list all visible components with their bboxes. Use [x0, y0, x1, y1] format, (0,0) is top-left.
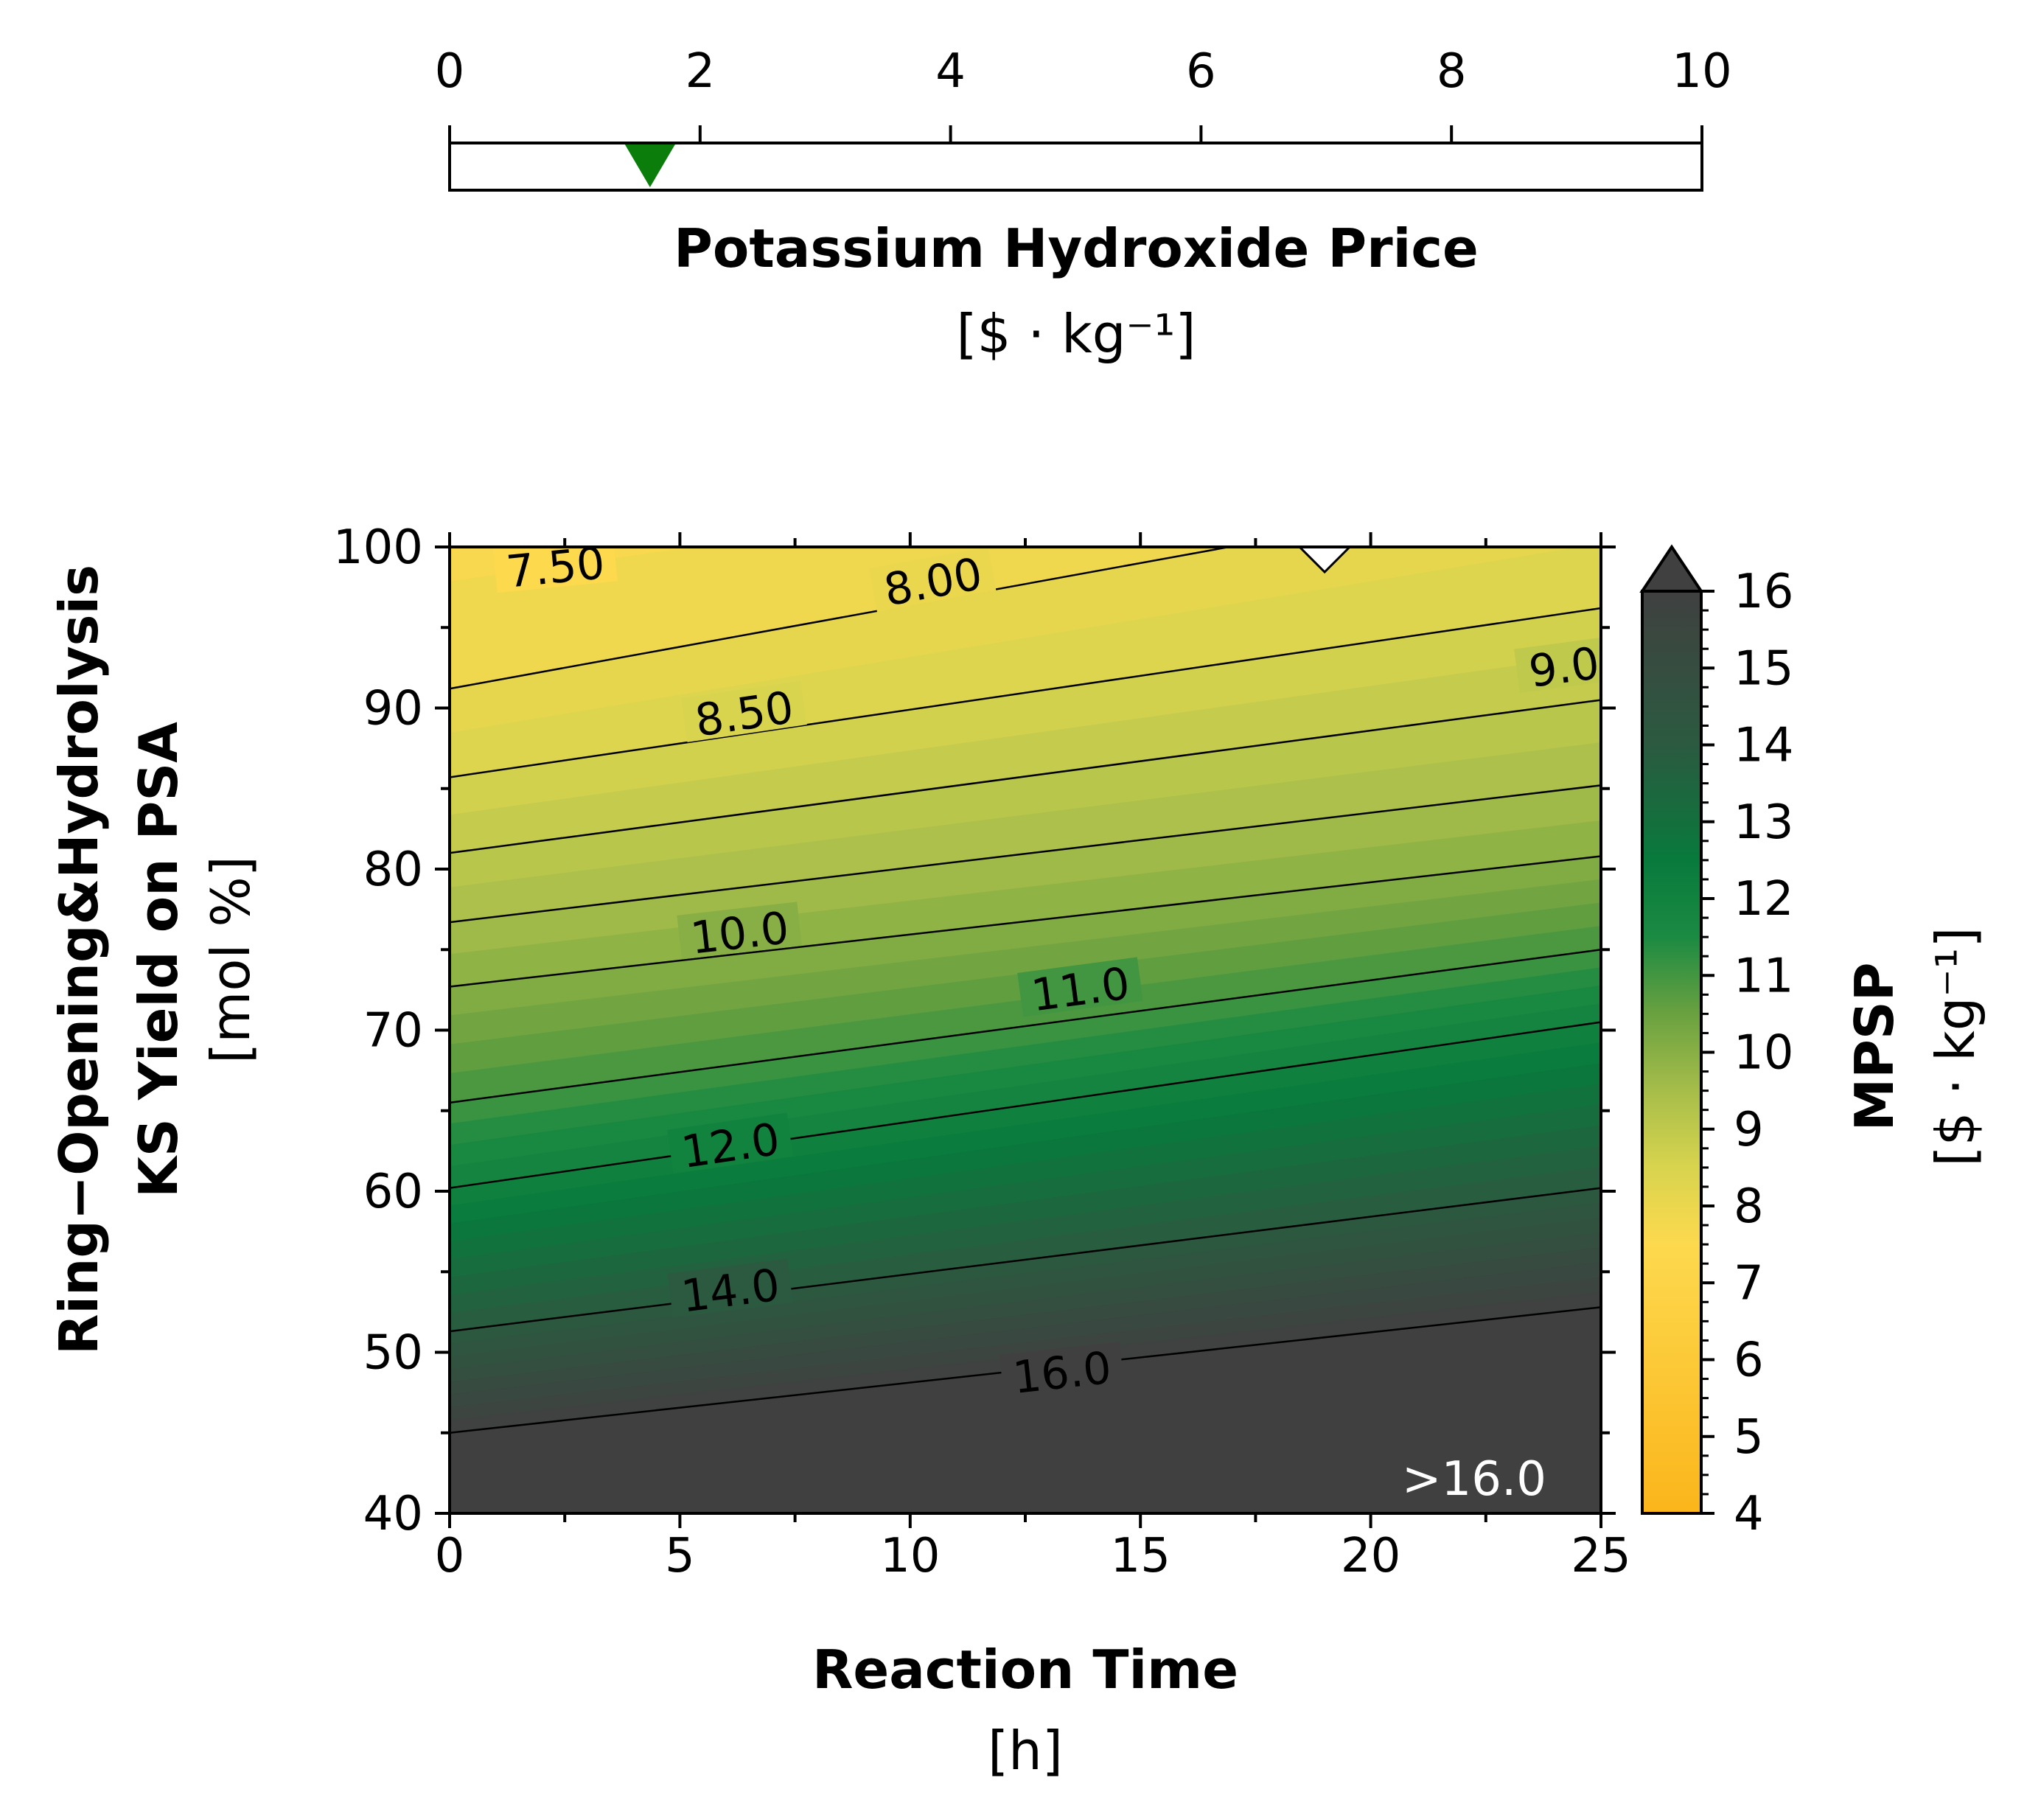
- colorbar-tick-label: 6: [1734, 1333, 1764, 1388]
- x-axis-title: Reaction Time: [812, 1639, 1238, 1701]
- x-tick-label: 10: [880, 1529, 940, 1583]
- y-tick-label: 90: [363, 682, 423, 736]
- colorbar-tick-label: 11: [1734, 949, 1793, 1003]
- contour-band: [450, 0, 1601, 136]
- contour-label: 10.0: [688, 902, 792, 965]
- contour-label-gap: [667, 1258, 793, 1318]
- contour-plot: 7.50 8.008.509.010.011.012.014.016.0 >16.…: [48, 0, 1631, 1782]
- contour-label-gap: [999, 1342, 1125, 1399]
- contour-band: [450, 1125, 1601, 1296]
- contour-label: 16.0: [1011, 1342, 1114, 1404]
- contour-band: [450, 0, 1601, 88]
- y-tick-label: 40: [363, 1487, 423, 1541]
- slider-tick-label: 4: [935, 44, 966, 99]
- contour-band: [450, 879, 1601, 1045]
- x-axis-unit: [h]: [988, 1720, 1063, 1782]
- colorbar-extend-arrow: [1639, 544, 1704, 593]
- contour-line: [450, 547, 1235, 690]
- contour-line: [450, 949, 1601, 1104]
- contour-labels: 7.50 8.008.509.010.011.012.014.016.0: [492, 537, 1602, 1404]
- contour-band: [450, 1104, 1601, 1278]
- slider-title: Potassium Hydroxide Price: [674, 217, 1479, 279]
- contour-label: 14.0: [679, 1259, 783, 1322]
- contour-line: [450, 607, 1601, 778]
- region-label: >16.0: [1402, 1452, 1546, 1507]
- slider-unit: [$ · kg⁻¹]: [957, 303, 1196, 365]
- x-axis-ticks: 0 5 10 15 20 25: [435, 532, 1631, 1583]
- x-tick-label: 0: [435, 1529, 465, 1583]
- x-tick-label: 5: [665, 1529, 695, 1583]
- contour-label-gap: [1017, 957, 1143, 1017]
- y-tick-label: 100: [333, 520, 423, 575]
- x-tick-label: 25: [1571, 1529, 1630, 1583]
- contour-band: [450, 1232, 1601, 1383]
- slider-ticks: 0 2 4 6 8 10: [435, 44, 1732, 143]
- contour-lines: [450, 362, 1601, 1434]
- y-axis-title-line2: KS Yield on PSA: [128, 722, 189, 1198]
- colorbar-tick-label: 8: [1734, 1179, 1764, 1234]
- contour-band: [450, 1217, 1601, 1370]
- contour-band: [450, 1063, 1601, 1243]
- contour-line: [450, 362, 1601, 475]
- x-tick-label: 20: [1341, 1529, 1400, 1583]
- contour-band: [450, 1247, 1601, 1395]
- contour-band: [450, 653, 1601, 854]
- contour-line: [450, 1187, 1601, 1333]
- contour-label-gap: [1514, 636, 1601, 694]
- contour-band: [450, 967, 1601, 1146]
- contour-line: [450, 784, 1601, 924]
- colorbar-tick-label: 10: [1734, 1026, 1793, 1081]
- contour-label: 9.0: [1526, 638, 1602, 698]
- colorbar-tick-label: 15: [1734, 641, 1793, 696]
- contour-label-gap: [492, 547, 618, 593]
- y-axis-unit: [mol %]: [200, 856, 262, 1064]
- contour-label-gap: [869, 547, 997, 613]
- price-marker: [624, 144, 675, 187]
- contour-label-gap: [677, 902, 803, 960]
- contour-band: [450, 1084, 1601, 1261]
- colorbar-tick-label: 14: [1734, 719, 1793, 773]
- contour-bands: [450, 0, 1601, 1434]
- y-tick-label: 80: [363, 843, 423, 897]
- contour-label-gap: [667, 1112, 793, 1174]
- colorbar-unit: [$ · kg⁻¹]: [1925, 927, 1986, 1167]
- slider-tick-label: 8: [1437, 44, 1467, 99]
- contour-band: [450, 1277, 1601, 1421]
- contour-label: 7.50: [504, 537, 607, 599]
- contour-band: [450, 1262, 1601, 1408]
- colorbar-tick-label: 12: [1734, 872, 1793, 927]
- colorbar-tick-label: 4: [1734, 1487, 1764, 1541]
- contour-band: [450, 0, 1601, 40]
- colorbar-gradient: [1642, 591, 1701, 1513]
- slider-tick-label: 6: [1186, 44, 1216, 99]
- y-tick-label: 70: [363, 1004, 423, 1059]
- contour-line: [450, 699, 1601, 854]
- colorbar-tick-label: 5: [1734, 1410, 1764, 1465]
- contour-line: [450, 855, 1601, 988]
- colorbar-ticks: 4 5 6 7 8 9 10 11 12 13 14 15 16: [1701, 565, 1793, 1541]
- y-axis-ticks: 40 50 60 70 80 90 100: [333, 520, 1616, 1541]
- slider-tick-label: 2: [685, 44, 715, 99]
- contour-label: 11.0: [1028, 958, 1133, 1022]
- contour-label-gap: [680, 680, 807, 742]
- y-tick-label: 50: [363, 1326, 423, 1381]
- colorbar-title: MPSP: [1843, 962, 1905, 1131]
- colorbar: 4 5 6 7 8 9 10 11 12 13 14 15 16 MPSP [$ · kg⁻¹]: [1639, 544, 1986, 1541]
- slider-tick-label: 0: [435, 44, 465, 99]
- slider-tick-label: 10: [1672, 44, 1731, 99]
- colorbar-tick-label: 16: [1734, 565, 1793, 619]
- colorbar-tick-label: 7: [1734, 1256, 1764, 1311]
- colorbar-tick-label: 13: [1734, 795, 1793, 850]
- contour-line: [450, 1021, 1601, 1189]
- colorbar-tick-label: 9: [1734, 1103, 1764, 1157]
- contour-band: [450, 742, 1601, 923]
- contour-band: [450, 1042, 1601, 1224]
- price-slider: 0 2 4 6 8 10 Potassium Hydroxide Price [$ · k…: [435, 44, 1732, 365]
- x-tick-label: 15: [1110, 1529, 1170, 1583]
- y-axis-title-line1: Ring−Opening&Hydrolysis: [48, 565, 110, 1355]
- contour-band: [450, 1202, 1601, 1358]
- y-tick-label: 60: [363, 1165, 423, 1219]
